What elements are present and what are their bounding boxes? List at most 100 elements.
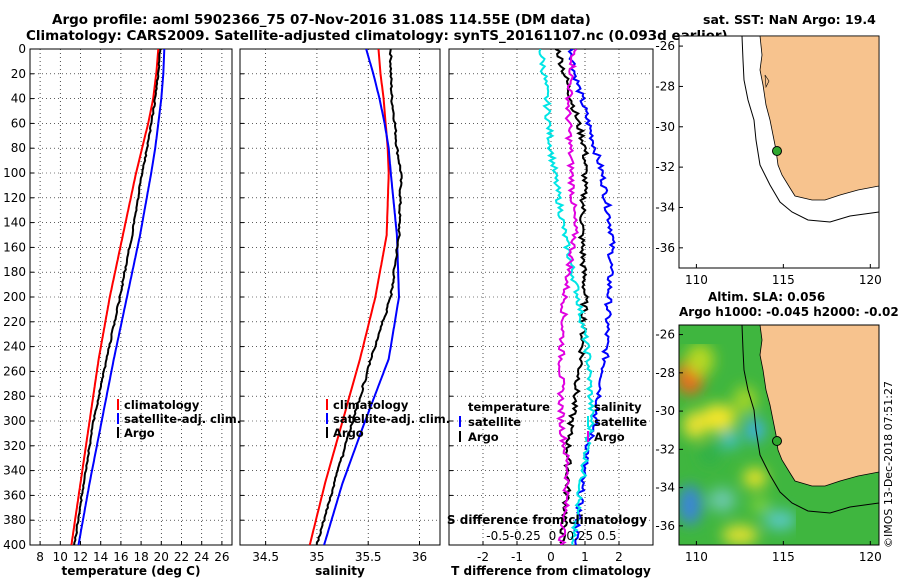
depth-tick-label: 20 <box>11 67 26 81</box>
sla-map-title-1: Altim. SLA: 0.056 <box>708 290 826 304</box>
sst-map-ticks: 110 115 120 -26 -28 -30 -32 -34 -36 <box>655 39 881 287</box>
top-xtick-label: -0.5 <box>486 529 509 543</box>
series-argo <box>315 49 403 545</box>
difference-xtick-label: 2 <box>615 550 623 564</box>
map-xtick-label: 120 <box>859 550 882 564</box>
series-climatology <box>70 49 160 545</box>
sla-map-field <box>679 344 796 545</box>
map-ytick-label: -34 <box>655 200 675 214</box>
depth-tick-label: 200 <box>3 290 26 304</box>
temperature-xtick-label: 10 <box>53 550 68 564</box>
depth-tick-label: 360 <box>3 488 26 502</box>
legend-label: climatology <box>124 398 200 412</box>
salinity-xlabel: salinity <box>315 564 365 578</box>
sla-map-float-marker <box>772 436 782 446</box>
depth-tick-label: 280 <box>3 389 26 403</box>
map-xtick-label: 110 <box>685 273 708 287</box>
temperature-xtick-label: 26 <box>214 550 229 564</box>
sla-map-isobath <box>741 325 879 514</box>
legend-label: Argo <box>124 426 155 440</box>
temperature-xtick-label: 22 <box>174 550 189 564</box>
sla-map-ticks: 110 115 120 -26 -28 -30 -32 -34 -36 <box>655 328 881 564</box>
map-ytick-label: -32 <box>655 160 675 174</box>
depth-tick-label: 100 <box>3 166 26 180</box>
map-ytick-label: -32 <box>655 442 675 456</box>
sla-map-land <box>759 325 879 487</box>
depth-tick-label: 120 <box>3 191 26 205</box>
legend-label: Argo <box>594 430 625 444</box>
temperature-xtick-label: 16 <box>113 550 128 564</box>
sst-map: 110 115 120 -26 -28 -30 -32 -34 -36 <box>655 35 882 287</box>
temperature-xtick-label: 12 <box>73 550 88 564</box>
map-ytick-label: -26 <box>655 328 675 342</box>
series-t-satellite <box>567 49 616 545</box>
top-xtick-label: 0.5 <box>597 529 616 543</box>
temperature-xtick-label: 8 <box>36 550 44 564</box>
sla-map-frame <box>678 324 880 546</box>
temperature-panel: 8 10 12 14 16 18 20 22 24 26 temperature (deg C) 0 2… <box>3 42 241 578</box>
legend-title-salinity: salinity <box>594 400 642 414</box>
temperature-xtick-label: 14 <box>93 550 108 564</box>
series-t-argo <box>554 49 590 545</box>
depth-tick-label: 340 <box>3 464 26 478</box>
depth-tick-label: 60 <box>11 116 26 130</box>
depth-tick-label: 0 <box>18 42 26 56</box>
map-xtick-label: 110 <box>685 550 708 564</box>
difference-xtick-label: 0 <box>547 550 555 564</box>
difference-xlabel: T difference from climatology <box>451 564 651 578</box>
series-satellite-adj-clim- <box>77 49 166 545</box>
depth-tick-label: 260 <box>3 364 26 378</box>
difference-xtick-label: 1 <box>581 550 589 564</box>
sst-map-island <box>764 74 770 89</box>
map-ytick-label: -30 <box>655 120 675 134</box>
depth-tick-label: 80 <box>11 141 26 155</box>
depth-tick-label: 160 <box>3 240 26 254</box>
top-xlabel: S difference from climatology <box>447 513 647 527</box>
salinity-xtick-label: 35.5 <box>355 550 382 564</box>
series-s-argo <box>555 49 580 545</box>
depth-tick-label: 300 <box>3 414 26 428</box>
series-argo <box>73 49 162 545</box>
top-xtick-label: -0.25 <box>510 529 541 543</box>
depth-tick-label: 40 <box>11 92 26 106</box>
sst-map-title: sat. SST: NaN Argo: 19.4 <box>703 12 876 27</box>
salinity-panel: 34.5 35 35.5 36 salinity climatologysatellite… <box>239 48 450 578</box>
temperature-xtick-label: 20 <box>154 550 169 564</box>
series-s-satellite <box>538 49 596 545</box>
sst-map-land <box>759 36 879 201</box>
map-xtick-label: 120 <box>859 273 882 287</box>
map-ytick-label: -28 <box>655 79 675 93</box>
sst-map-isobath <box>741 36 879 223</box>
sla-map: 110 115 120 -26 -28 -30 -32 -34 -36 <box>655 324 882 564</box>
salinity-xtick-label: 34.5 <box>252 550 279 564</box>
title-line-2: Climatology: CARS2009. Satellite-adjuste… <box>26 28 728 44</box>
legend-label: satellite-adj. clim. <box>333 412 450 426</box>
difference-xtick-label: -2 <box>477 550 489 564</box>
legend-label: satellite <box>468 415 521 429</box>
top-xtick-label: 0 <box>549 529 557 543</box>
difference-panel: -2 -1 0 1 2T difference from climatology temp… <box>447 48 654 578</box>
depth-tick-label: 220 <box>3 315 26 329</box>
depth-tick-label: 400 <box>3 538 26 552</box>
depth-tick-label: 180 <box>3 265 26 279</box>
salinity-xtick-label: 36 <box>412 550 427 564</box>
salinity-xtick-label: 35 <box>309 550 324 564</box>
temperature-xtick-label: 24 <box>194 550 209 564</box>
legend-label: satellite-adj. clim. <box>124 412 241 426</box>
difference-xtick-label: -1 <box>511 550 523 564</box>
depth-tick-label: 240 <box>3 340 26 354</box>
map-ytick-label: -26 <box>655 39 675 53</box>
depth-tick-label: 380 <box>3 513 26 527</box>
top-xtick-label: 0.25 <box>566 529 593 543</box>
series-satellite-adj-clim- <box>323 49 401 545</box>
map-ytick-label: -36 <box>655 241 675 255</box>
map-xtick-label: 115 <box>772 550 795 564</box>
legend-label: Argo <box>468 430 499 444</box>
map-ytick-label: -30 <box>655 404 675 418</box>
sst-map-float-marker <box>772 146 782 156</box>
depth-tick-label: 320 <box>3 439 26 453</box>
map-ytick-label: -36 <box>655 519 675 533</box>
sla-map-title-2: Argo h1000: -0.045 h2000: -0.021 <box>679 305 900 319</box>
title-line-1: Argo profile: aoml 5902366_75 07-Nov-201… <box>52 12 591 28</box>
